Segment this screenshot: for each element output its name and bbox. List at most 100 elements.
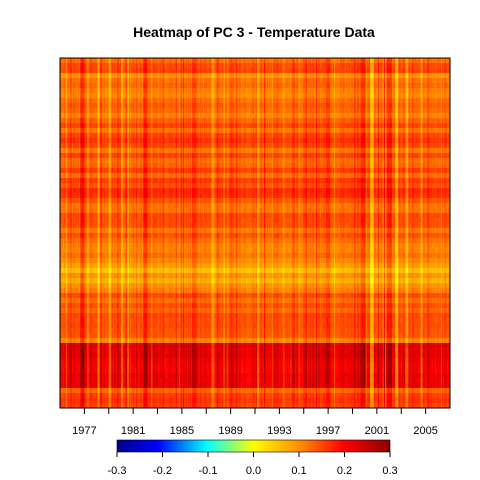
heatmap-cell	[69, 68, 71, 74]
heatmap-cell	[73, 78, 75, 84]
heatmap-cell	[78, 93, 80, 99]
heatmap-cell	[155, 58, 157, 64]
heatmap-cell	[235, 78, 238, 84]
heatmap-cell	[399, 83, 401, 89]
heatmap-cell	[186, 78, 189, 84]
heatmap-cell	[378, 83, 381, 89]
heatmap-cell	[67, 78, 69, 84]
heatmap-cell	[61, 63, 63, 69]
heatmap-cell	[68, 68, 70, 74]
heatmap-cell	[249, 73, 252, 79]
heatmap-cell	[238, 58, 241, 64]
heatmap-cell	[153, 83, 155, 89]
heatmap-cell	[214, 58, 216, 64]
heatmap-cell	[67, 83, 69, 89]
heatmap-cell	[377, 58, 380, 64]
heatmap-cell	[387, 78, 389, 84]
heatmap-cell	[155, 78, 157, 84]
heatmap-cell	[389, 78, 391, 84]
heatmap-cell	[279, 83, 281, 89]
heatmap-cell	[145, 68, 147, 74]
heatmap-cell	[374, 88, 377, 94]
heatmap-cell	[128, 93, 130, 99]
heatmap-cell	[281, 83, 283, 89]
heatmap-cell	[158, 58, 160, 64]
heatmap-cell	[304, 73, 307, 79]
heatmap-cell	[238, 63, 241, 69]
heatmap-cell	[64, 63, 66, 69]
heatmap-cell	[167, 58, 170, 64]
heatmap-cell	[435, 73, 438, 79]
heatmap-cell	[225, 88, 227, 94]
heatmap-cell	[361, 63, 364, 69]
heatmap-cell	[182, 68, 185, 74]
heatmap-cell	[194, 63, 196, 69]
heatmap-cell	[293, 63, 295, 69]
heatmap-cell	[364, 58, 367, 64]
heatmap-cell	[268, 63, 270, 69]
heatmap-cell	[324, 68, 326, 74]
heatmap-cell	[262, 78, 264, 84]
heatmap-cell	[415, 83, 417, 89]
heatmap-cell	[184, 68, 187, 74]
heatmap-cell	[373, 73, 376, 79]
heatmap-cell	[262, 83, 264, 89]
heatmap-cell	[369, 73, 372, 79]
heatmap-cell	[255, 73, 257, 79]
heatmap-cell	[396, 78, 398, 84]
heatmap-cell	[250, 58, 253, 64]
heatmap-cell	[435, 68, 438, 74]
heatmap-cell	[272, 58, 274, 64]
heatmap-cell	[267, 83, 269, 89]
heatmap-cell	[67, 63, 69, 69]
heatmap-cell	[270, 68, 272, 74]
heatmap-cell	[386, 78, 388, 84]
heatmap-cell	[146, 88, 148, 94]
heatmap-cell	[325, 78, 327, 84]
heatmap-cell	[435, 58, 438, 64]
heatmap-cell	[320, 88, 322, 94]
heatmap-cell	[286, 78, 288, 84]
heatmap-cell	[330, 68, 332, 74]
heatmap-cell	[328, 88, 330, 94]
heatmap-cell	[228, 58, 230, 64]
heatmap-cell	[97, 93, 99, 99]
heatmap-cell	[298, 88, 301, 94]
heatmap-cell	[330, 78, 332, 84]
heatmap-cell	[188, 88, 191, 94]
heatmap-cell	[290, 88, 292, 94]
heatmap-cell	[195, 88, 197, 94]
heatmap-cell	[225, 58, 227, 64]
heatmap-cell	[223, 88, 225, 94]
heatmap-cell	[375, 58, 378, 64]
heatmap-cell	[126, 68, 128, 74]
heatmap-cell	[93, 73, 95, 79]
heatmap-cell	[416, 58, 418, 64]
heatmap-cell	[350, 63, 352, 69]
heatmap-cell	[101, 68, 104, 74]
heatmap-cell	[345, 63, 347, 69]
heatmap-cell	[437, 73, 440, 79]
heatmap-cell	[380, 78, 383, 84]
heatmap-cell	[313, 78, 316, 84]
heatmap-cell	[77, 58, 79, 64]
heatmap-cell	[161, 83, 163, 89]
heatmap-cell	[168, 88, 171, 94]
heatmap-cell	[342, 78, 344, 84]
heatmap-cell	[61, 58, 63, 64]
heatmap-cell	[241, 88, 244, 94]
heatmap-cell	[138, 88, 140, 94]
heatmap-cell	[301, 63, 304, 69]
heatmap-cell	[299, 83, 302, 89]
heatmap-cell	[194, 78, 196, 84]
heatmap-cell	[94, 73, 96, 79]
heatmap-cell	[147, 63, 149, 69]
heatmap-cell	[291, 78, 293, 84]
heatmap-cell	[394, 73, 396, 79]
heatmap-cell	[193, 58, 195, 64]
heatmap-cell	[141, 58, 143, 64]
heatmap-cell	[382, 88, 385, 94]
heatmap-cell	[436, 78, 439, 84]
heatmap-cell	[121, 58, 124, 64]
heatmap-cell	[167, 83, 170, 89]
